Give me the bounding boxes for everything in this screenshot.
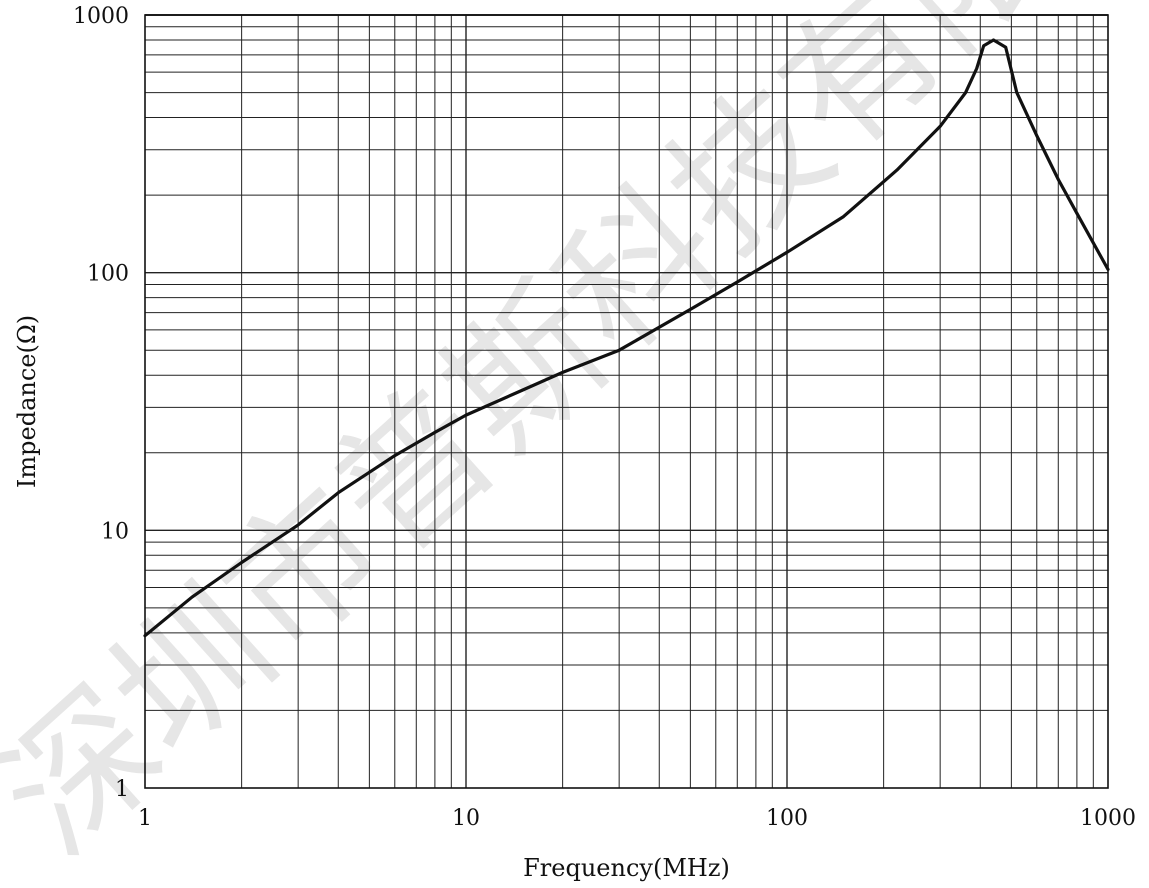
plot-frame <box>144 14 1109 789</box>
series-layer <box>143 38 1110 638</box>
x-axis-label: Frequency(MHz) <box>523 854 730 882</box>
x-tick-label: 100 <box>766 806 808 831</box>
tick-labels: 1 10 100 1000 1 10 100 1000 <box>73 4 1136 831</box>
x-tick-label: 1 <box>138 806 152 831</box>
y-tick-label: 1 <box>115 777 129 802</box>
y-tick-label: 10 <box>101 519 129 544</box>
y-axis-label: Impedance(Ω) <box>13 315 41 488</box>
impedance-curve <box>143 38 1110 638</box>
x-tick-label: 10 <box>452 806 480 831</box>
y-tick-label: 1000 <box>73 4 129 29</box>
x-tick-label: 1000 <box>1080 806 1136 831</box>
y-tick-label: 100 <box>87 262 129 287</box>
